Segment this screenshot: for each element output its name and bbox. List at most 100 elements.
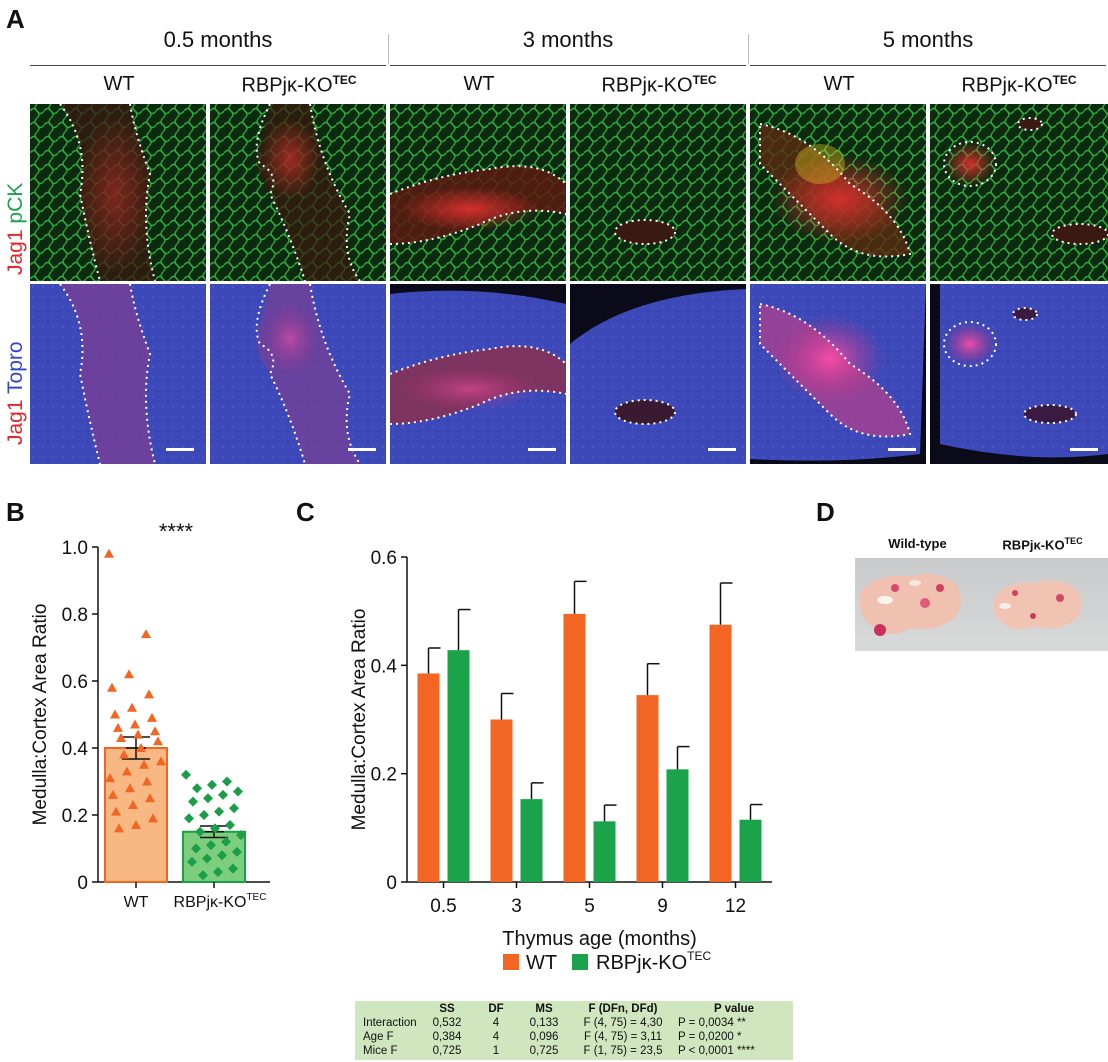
anova-cell: 0,532 <box>432 1017 462 1029</box>
row-label-topro: Jag1 Topro <box>4 341 28 445</box>
age-title-0-5: 0.5 months <box>163 27 273 52</box>
data-point-wt <box>145 793 155 803</box>
panel-letter-b: B <box>6 497 25 527</box>
genotype-ko-sup: TEC <box>692 73 717 87</box>
data-point-ko <box>184 813 194 824</box>
genotype-ko-base: RBPjκ-KO <box>241 74 333 97</box>
chart-c: 0 0.2 0.4 0.6 Medulla:Cortex Area Ratio 0.5 3 5… <box>349 548 772 974</box>
bar-ko <box>520 799 543 882</box>
y-axis-label: Medulla:Cortex Area Ratio <box>30 604 51 826</box>
thymus-photo-wild-type <box>859 574 961 636</box>
data-point-ko <box>236 830 246 841</box>
y-tick-label: 0.2 <box>371 765 397 786</box>
data-point-wt <box>150 726 160 736</box>
anova-header-cell: DF <box>488 1003 504 1015</box>
data-point-ko <box>232 846 242 857</box>
x-tick-label-sup: TEC <box>246 892 266 903</box>
age-separator <box>748 34 749 64</box>
photo-label-ko-sup: TEC <box>1064 536 1083 546</box>
y-tick-label: 0.6 <box>62 672 88 693</box>
data-point-wt <box>104 548 114 558</box>
anova-cell: 4 <box>492 1031 500 1043</box>
data-point-wt <box>141 629 151 639</box>
x-tick-label: 5 <box>584 896 595 917</box>
micrograph-pck-wt-3 <box>389 104 567 281</box>
micrograph-pck-wt-0-5 <box>30 104 206 282</box>
data-point-wt <box>127 702 137 712</box>
micrograph-topro-wt-0-5 <box>30 283 206 464</box>
anova-cell: Interaction <box>363 1017 417 1029</box>
anova-cell: P < 0,0001 **** <box>678 1045 755 1057</box>
micrograph-topro-ko-3 <box>570 284 746 464</box>
data-point-ko <box>218 789 228 800</box>
data-point-wt <box>153 736 163 746</box>
data-point-wt <box>148 813 158 823</box>
panel-letter-a: A <box>6 4 25 34</box>
anova-cell: 1 <box>492 1045 500 1057</box>
anova-cell: 0,096 <box>529 1031 559 1043</box>
age-separator <box>388 34 389 64</box>
x-tick-label: 0.5 <box>430 896 456 917</box>
micrograph-topro-wt-5 <box>750 284 926 464</box>
genotype-ko-sup: TEC <box>1052 73 1077 87</box>
data-point-wt <box>156 756 166 766</box>
genotype-wt: WT <box>823 73 855 95</box>
row-label-jag1: Jag1 <box>4 229 27 275</box>
legend-swatch-wt <box>503 954 519 970</box>
data-point-ko <box>225 820 235 831</box>
data-point-wt <box>147 712 157 722</box>
x-axis-label: Thymus age (months) <box>502 928 697 950</box>
anova-cell: F (1, 75) = 23,5 <box>583 1045 663 1057</box>
row-label-pck: Jag1 pCK <box>4 183 28 275</box>
chart-b: 0 0.2 0.4 0.6 0.8 1.0 Medulla:Cortex Area Rati… <box>30 519 270 911</box>
data-point-wt <box>108 789 118 799</box>
data-point-ko <box>206 840 216 851</box>
y-tick-label: 0 <box>386 873 397 894</box>
y-tick-label: 1.0 <box>62 538 88 559</box>
bar-wt <box>709 624 732 882</box>
data-point-wt <box>136 743 146 752</box>
anova-cell: P = 0,0200 * <box>678 1031 742 1043</box>
anova-table: SS DF MS F (DFn, DFd) P value Interaction 0,53… <box>355 1001 793 1060</box>
x-tick-label: WT <box>124 894 149 911</box>
panel-letter-d: D <box>816 497 835 527</box>
photo-label-ko: RBPjκ-KOTEC <box>980 536 1105 552</box>
micrograph-topro-ko-0-5 <box>210 283 386 464</box>
data-point-wt <box>131 820 141 830</box>
bar-wt <box>490 719 513 882</box>
anova-header-cell: SS <box>439 1003 455 1015</box>
data-point-wt <box>130 719 140 729</box>
data-point-wt <box>110 709 120 719</box>
bar-ko <box>447 650 470 882</box>
data-point-ko <box>188 796 198 807</box>
data-point-ko <box>198 870 208 881</box>
data-point-ko <box>229 803 239 814</box>
legend-label-ko-base: RBPjκ-KO <box>596 952 687 974</box>
data-point-ko <box>203 793 213 804</box>
data-point-wt <box>144 689 154 699</box>
anova-cell: Age F <box>363 1031 394 1043</box>
data-point-ko <box>207 779 217 790</box>
bar-wt <box>563 613 586 882</box>
data-point-wt <box>119 749 129 759</box>
y-axis-label: Medulla:Cortex Area Ratio <box>349 609 370 831</box>
y-tick-label: 0.6 <box>371 548 397 569</box>
age-divider-3 <box>390 65 746 66</box>
legend-label-wt: WT <box>526 952 557 974</box>
age-divider-0-5 <box>30 65 386 66</box>
x-tick-label: 12 <box>725 896 746 917</box>
y-tick-label: 0.4 <box>62 739 89 760</box>
data-point-wt <box>125 783 135 793</box>
age-divider-5 <box>750 65 1106 66</box>
anova-cell: P = 0,0034 ** <box>678 1017 746 1029</box>
data-point-ko <box>192 783 202 794</box>
data-point-wt <box>113 722 123 732</box>
data-point-wt <box>116 732 126 742</box>
micrograph-grid <box>30 104 1108 464</box>
y-tick-label: 0.4 <box>371 656 398 677</box>
genotype-ko-base: RBPjκ-KO <box>601 74 693 97</box>
genotype-ko: RBPjκ-KOTEC <box>570 73 748 98</box>
significance-label: **** <box>159 519 194 544</box>
anova-cell: F (4, 75) = 3,11 <box>583 1031 663 1043</box>
genotype-ko-sup: TEC <box>332 73 357 87</box>
